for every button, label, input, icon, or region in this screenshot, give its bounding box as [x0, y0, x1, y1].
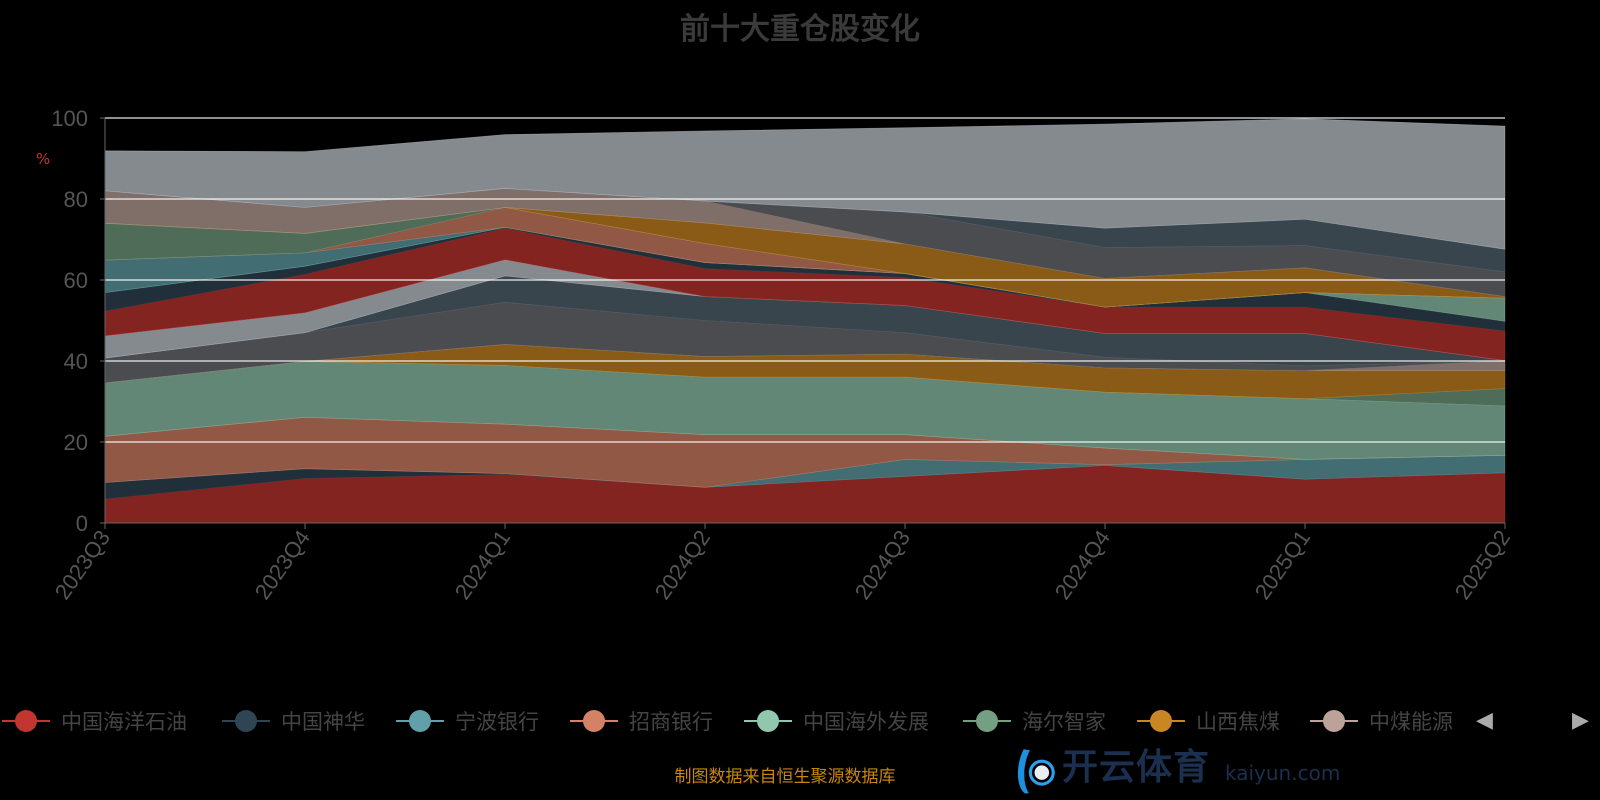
y-tick-label: 0	[76, 511, 88, 536]
legend-marker-icon	[963, 704, 1011, 738]
data-source-note: 制图数据来自恒生聚源数据库	[674, 767, 896, 787]
legend-item[interactable]: 海尔智家	[963, 704, 1106, 738]
legend-marker-icon	[1310, 704, 1358, 738]
legend-marker-icon	[744, 704, 792, 738]
legend-label: 山西焦煤	[1196, 710, 1280, 734]
y-axis-label: %	[36, 150, 51, 168]
x-tick-label: 2025Q2	[1450, 526, 1515, 604]
legend-label: 中煤能源	[1369, 710, 1453, 734]
legend-label: 中国海外发展	[803, 710, 929, 734]
legend-label: 招商银行	[629, 710, 713, 734]
legend-label: 中国神华	[281, 710, 365, 734]
watermark-logo: 开云体育 kaiyun.com	[1010, 742, 1340, 798]
chart-title: 前十大重仓股变化	[680, 12, 920, 47]
legend-item[interactable]: 宁波银行	[396, 704, 539, 738]
legend-next-button[interactable]: ▶	[1572, 708, 1589, 733]
x-tick-label: 2025Q1	[1250, 526, 1315, 604]
legend-item[interactable]: 中国神华	[222, 704, 365, 738]
y-tick-label: 100	[51, 106, 88, 131]
legend: 中国海洋石油 中国神华 宁波银行 招商银行 中国海外发展 海尔智家 山西焦煤 中煤能源	[0, 704, 1600, 738]
x-tick-label: 2024Q2	[650, 526, 715, 604]
x-tick-label: 2024Q1	[450, 526, 515, 604]
legend-prev-button[interactable]: ◀	[1476, 708, 1493, 733]
legend-marker-icon	[2, 704, 50, 738]
x-tick-label: 2024Q3	[850, 526, 915, 604]
legend-marker-icon	[222, 704, 270, 738]
legend-item[interactable]: 中国海外发展	[744, 704, 929, 738]
legend-marker-icon	[396, 704, 444, 738]
legend-item[interactable]: 山西焦煤	[1137, 704, 1280, 738]
legend-marker-icon	[1137, 704, 1185, 738]
x-tick-label: 2023Q4	[250, 526, 315, 604]
y-tick-label: 40	[64, 349, 88, 374]
y-tick-label: 20	[64, 430, 88, 455]
legend-marker-icon	[570, 704, 618, 738]
x-tick-label: 2024Q4	[1050, 526, 1115, 604]
legend-label: 海尔智家	[1022, 710, 1106, 734]
x-tick-label: 2023Q3	[50, 526, 115, 604]
legend-item[interactable]: 中煤能源	[1310, 704, 1453, 738]
area-series-21	[104, 118, 1506, 250]
kaiyun-logo-icon	[1017, 749, 1055, 794]
y-tick-label: 60	[64, 268, 88, 293]
watermark-text: 开云体育	[1062, 747, 1211, 788]
legend-label: 宁波银行	[455, 710, 539, 734]
legend-item[interactable]: 中国海洋石油	[2, 704, 187, 738]
legend-item[interactable]: 招商银行	[570, 704, 713, 738]
legend-label: 中国海洋石油	[61, 710, 187, 734]
y-tick-label: 80	[64, 187, 88, 212]
watermark-url: kaiyun.com	[1225, 761, 1341, 785]
